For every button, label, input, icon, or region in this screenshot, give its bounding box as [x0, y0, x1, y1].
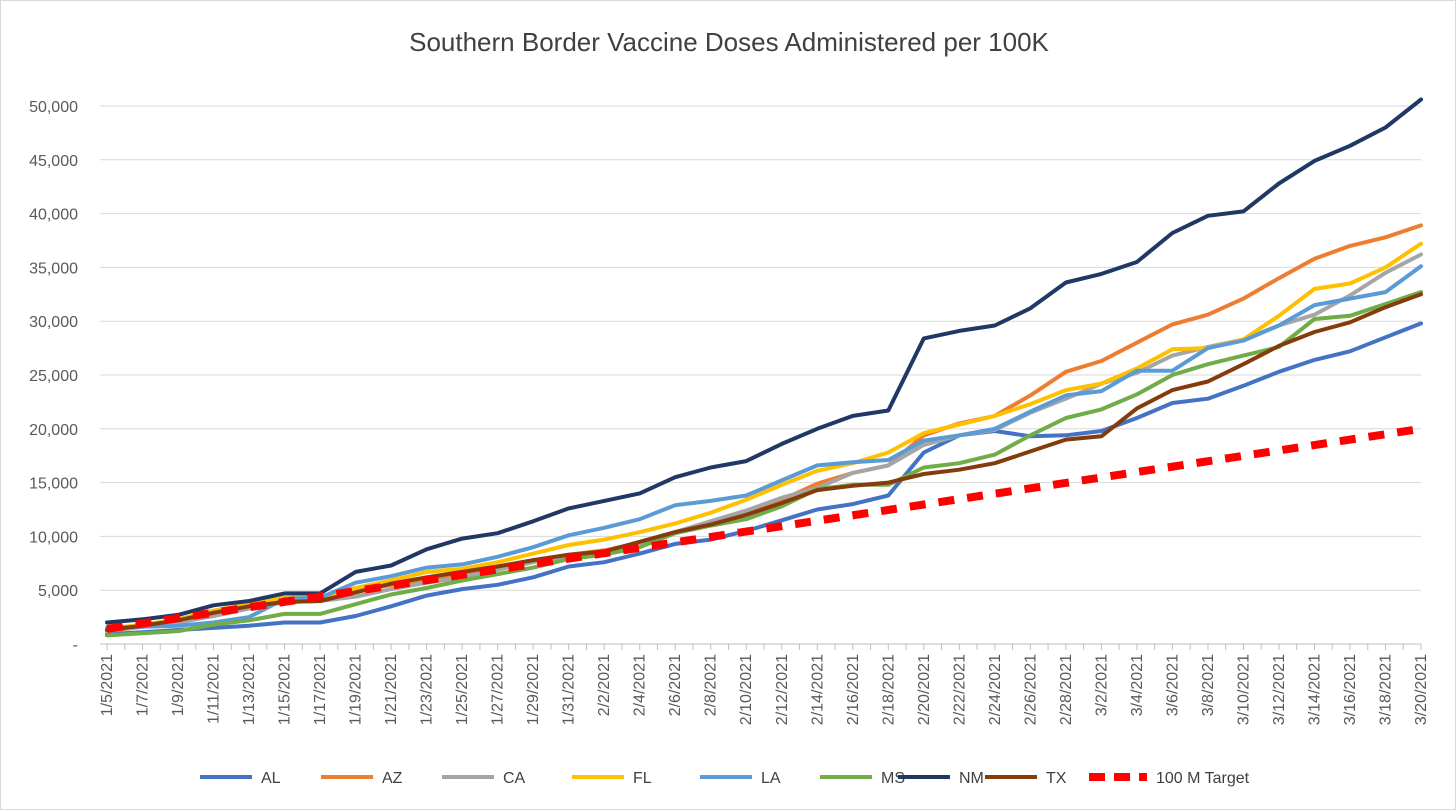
x-tick-label: 3/2/2021	[1093, 654, 1110, 716]
x-tick-label: 1/9/2021	[170, 654, 187, 716]
x-tick-label: 2/2/2021	[596, 654, 613, 716]
x-tick-label: 2/6/2021	[667, 654, 684, 716]
legend-label: AZ	[382, 770, 403, 787]
y-tick-label: 15,000	[29, 476, 78, 493]
x-tick-label: 3/18/2021	[1377, 654, 1394, 725]
x-tick-label: 1/5/2021	[99, 654, 116, 716]
x-tick-label: 2/12/2021	[774, 654, 791, 725]
legend-label: FL	[633, 770, 652, 787]
x-tick-label: 2/20/2021	[916, 654, 933, 725]
x-tick-label: 3/14/2021	[1306, 654, 1323, 725]
x-tick-label: 1/19/2021	[348, 654, 365, 725]
y-axis: - 5,000 10,000 15,000 20,000 25,000 30,000 35,0…	[29, 99, 78, 654]
chart-title: Southern Border Vaccine Doses Administer…	[409, 27, 1049, 57]
x-tick-label: 1/13/2021	[241, 654, 258, 725]
x-tick-label: 1/11/2021	[206, 654, 223, 724]
x-axis: 1/5/2021 1/7/2021 1/9/2021 1/11/2021 1/13/20…	[99, 643, 1430, 725]
x-tick-label: 2/14/2021	[809, 654, 826, 725]
legend-label: TX	[1046, 770, 1067, 787]
x-tick-label: 2/4/2021	[632, 654, 649, 716]
y-tick-label: 25,000	[29, 368, 78, 385]
x-tick-label: 2/26/2021	[1022, 654, 1039, 725]
legend-label: NM	[959, 770, 984, 787]
legend-label: MS	[881, 770, 905, 787]
x-tick-label: 3/12/2021	[1271, 654, 1288, 725]
x-tick-label: 1/25/2021	[454, 654, 471, 725]
y-tick-label: -	[73, 637, 78, 654]
x-tick-label: 1/29/2021	[525, 654, 542, 725]
series-line-100-m-target	[106, 424, 1422, 633]
series-lines	[105, 97, 1423, 638]
y-tick-label: 5,000	[38, 583, 78, 600]
legend-label: CA	[503, 770, 526, 787]
series-line-la	[105, 264, 1423, 630]
x-tick-label: 3/10/2021	[1235, 654, 1252, 725]
gridlines	[100, 105, 1421, 591]
series-line-nm	[105, 97, 1423, 625]
x-tick-label: 3/16/2021	[1342, 654, 1359, 725]
y-tick-label: 40,000	[29, 207, 78, 224]
x-tick-label: 1/31/2021	[561, 654, 578, 725]
x-tick-label: 3/4/2021	[1129, 654, 1146, 716]
x-tick-label: 3/20/2021	[1413, 654, 1430, 725]
y-tick-label: 20,000	[29, 422, 78, 439]
y-tick-label: 30,000	[29, 314, 78, 331]
x-tick-label: 1/15/2021	[277, 654, 294, 725]
legend-label: AL	[261, 770, 281, 787]
x-tick-label: 1/23/2021	[419, 654, 436, 725]
y-tick-label: 35,000	[29, 260, 78, 277]
x-tick-label: 2/10/2021	[738, 654, 755, 725]
legend: AL AZ CA FL LA MS NM TX 100 M Target	[200, 770, 1250, 787]
series-line-tx	[105, 292, 1423, 632]
x-tick-label: 1/17/2021	[312, 654, 329, 725]
legend-label: LA	[761, 770, 781, 787]
series-line-al	[105, 321, 1423, 637]
series-line-ms	[105, 290, 1423, 638]
x-tick-label: 1/7/2021	[135, 654, 152, 716]
x-tick-label: 2/22/2021	[951, 654, 968, 725]
x-tick-label: 1/27/2021	[490, 654, 507, 725]
x-tick-label: 2/16/2021	[845, 654, 862, 725]
y-tick-label: 10,000	[29, 529, 78, 546]
x-tick-label: 2/18/2021	[880, 654, 897, 725]
y-tick-label: 50,000	[29, 99, 78, 116]
x-tick-label: 3/6/2021	[1164, 654, 1181, 716]
x-tick-label: 2/8/2021	[703, 654, 720, 716]
x-tick-label: 2/24/2021	[987, 654, 1004, 725]
y-tick-label: 45,000	[29, 153, 78, 170]
x-tick-label: 1/21/2021	[383, 654, 400, 725]
series-line-az	[105, 223, 1423, 632]
series-line-fl	[105, 241, 1423, 631]
x-tick-label: 2/28/2021	[1058, 654, 1075, 725]
x-tick-label: 3/8/2021	[1200, 654, 1217, 716]
series-line-ca	[105, 252, 1423, 634]
legend-label: 100 M Target	[1156, 770, 1250, 787]
